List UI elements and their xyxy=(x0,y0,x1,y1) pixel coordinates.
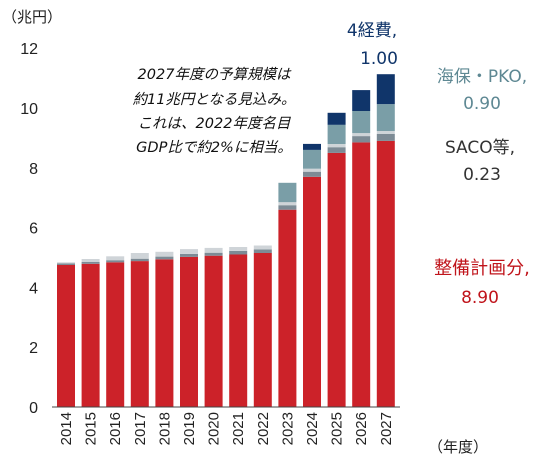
bar-hoan-2019 xyxy=(180,249,198,254)
bar-keihi-2025 xyxy=(327,112,346,125)
bar-seibi-2021 xyxy=(229,254,248,407)
bar-saco-2027 xyxy=(376,134,395,141)
x-tick-label: 2021 xyxy=(230,412,247,445)
saco-label-name: SACO等, xyxy=(445,138,515,158)
bar-saco-2019 xyxy=(180,253,198,257)
bar-pko-2023 xyxy=(278,182,297,203)
keihi-label-name: 4経費, xyxy=(347,21,397,41)
x-tick-label: 2023 xyxy=(279,412,296,445)
bar-hoan-2025 xyxy=(327,144,346,148)
saco-label-value: 0.23 xyxy=(463,165,501,185)
note-line-1: 2027年度の予算規模は xyxy=(138,66,292,83)
bar-hoan-2022 xyxy=(253,245,272,250)
bar-saco-2018 xyxy=(155,256,174,260)
bar-seibi-2014 xyxy=(57,265,75,407)
note-line-3: これは、2022年度名目 xyxy=(138,115,291,132)
y-tick-label: 8 xyxy=(29,161,38,178)
bar-seibi-2017 xyxy=(130,261,149,407)
bar-saco-2017 xyxy=(130,258,149,262)
bar-saco-2015 xyxy=(81,262,100,264)
keihi-label: 4経費, 1.00 xyxy=(347,21,398,69)
pko-label-name: 海保・PKO, xyxy=(437,67,527,87)
x-tick-label: 2026 xyxy=(353,412,370,445)
y-axis-ticks: 0 2 4 6 8 10 12 xyxy=(20,41,38,417)
seibi-label-name: 整備計画分, xyxy=(434,258,530,279)
bar-seibi-2016 xyxy=(106,262,125,407)
y-tick-label: 12 xyxy=(20,41,38,58)
y-tick-label: 2 xyxy=(29,340,38,357)
bar-saco-2023 xyxy=(278,205,297,210)
budget-note: 2027年度の予算規模は 約11兆円となる見込み。 これは、2022年度名目 G… xyxy=(132,66,295,156)
bar-hoan-2017 xyxy=(130,253,149,259)
pko-label: 海保・PKO, 0.90 xyxy=(437,67,527,114)
bars xyxy=(57,74,395,407)
bar-pko-2026 xyxy=(352,111,371,134)
bar-seibi-2027 xyxy=(376,140,395,407)
bar-seibi-2018 xyxy=(155,259,174,407)
bar-hoan-2023 xyxy=(278,202,297,206)
bar-pko-2025 xyxy=(327,124,346,145)
x-tick-label: 2025 xyxy=(329,412,346,445)
bar-hoan-2021 xyxy=(229,247,248,251)
seibi-label: 整備計画分, 8.90 xyxy=(434,258,530,308)
bar-keihi-2024 xyxy=(303,143,321,150)
bar-hoan-2026 xyxy=(352,133,371,137)
x-tick-label: 2022 xyxy=(255,412,272,445)
y-tick-label: 10 xyxy=(20,101,38,118)
x-tick-label: 2027 xyxy=(378,412,395,445)
bar-hoan-2024 xyxy=(303,168,321,172)
x-tick-label: 2024 xyxy=(304,412,321,445)
x-tick-label: 2017 xyxy=(132,412,149,445)
x-tick-label: 2015 xyxy=(83,412,100,445)
bar-pko-2027 xyxy=(376,104,395,131)
y-tick-label: 6 xyxy=(29,221,38,238)
bar-seibi-2022 xyxy=(253,253,272,407)
bar-keihi-2027 xyxy=(376,74,395,105)
bar-seibi-2020 xyxy=(204,255,223,407)
bar-pko-2024 xyxy=(303,149,321,169)
bar-seibi-2015 xyxy=(81,263,100,407)
keihi-label-value: 1.00 xyxy=(360,49,398,69)
bar-seibi-2025 xyxy=(327,152,346,407)
note-line-4: GDP比で約2%に相当。 xyxy=(136,139,292,156)
bar-hoan-2018 xyxy=(155,251,174,257)
x-axis-unit: （年度） xyxy=(428,438,488,456)
pko-label-value: 0.90 xyxy=(463,94,501,114)
bar-seibi-2024 xyxy=(303,176,321,407)
y-tick-label: 0 xyxy=(29,400,38,417)
bar-hoan-2015 xyxy=(81,259,100,262)
bar-saco-2024 xyxy=(303,171,321,177)
bar-saco-2021 xyxy=(229,250,248,255)
x-axis-ticks: 2014 2015 2016 2017 2018 2019 2020 2021 2022 2023… xyxy=(58,412,395,445)
note-line-2: 約11兆円となる見込み。 xyxy=(132,91,295,108)
bar-seibi-2019 xyxy=(180,256,198,407)
seibi-label-value: 8.90 xyxy=(461,288,499,308)
bar-keihi-2026 xyxy=(352,90,371,111)
x-tick-label: 2014 xyxy=(58,412,75,445)
saco-label: SACO等, 0.23 xyxy=(445,138,515,185)
bar-saco-2026 xyxy=(352,136,371,143)
bar-hoan-2020 xyxy=(204,247,223,253)
bar-saco-2022 xyxy=(253,249,272,253)
bar-hoan-2016 xyxy=(106,256,125,261)
bar-hoan-2027 xyxy=(376,131,395,134)
bar-saco-2016 xyxy=(106,260,125,263)
bar-saco-2014 xyxy=(57,263,75,265)
bar-hoan-2014 xyxy=(57,262,75,264)
x-tick-label: 2020 xyxy=(206,412,223,445)
x-tick-label: 2019 xyxy=(181,412,198,445)
y-axis-unit: （兆円） xyxy=(2,8,62,26)
x-tick-label: 2016 xyxy=(107,412,124,445)
bar-saco-2020 xyxy=(204,252,223,256)
bar-seibi-2023 xyxy=(278,209,297,407)
x-tick-label: 2018 xyxy=(156,412,173,445)
bar-saco-2025 xyxy=(327,147,346,153)
bar-seibi-2026 xyxy=(352,142,371,407)
y-tick-label: 4 xyxy=(29,280,38,297)
